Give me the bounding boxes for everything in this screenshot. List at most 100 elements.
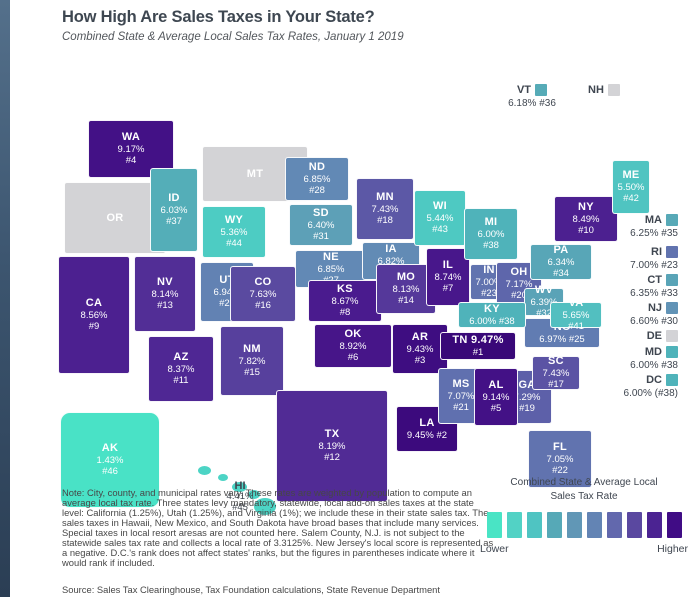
state-NM-abbr: NM [243, 343, 261, 356]
state-MN-value: #18 [377, 215, 393, 227]
state-CO: CO 7.63% #16 [230, 266, 296, 322]
state-UT-value: 6.94% [213, 287, 241, 299]
state-NY-value: #10 [578, 225, 594, 237]
hawaii-island-shape [254, 498, 276, 515]
state-NV: NV 8.14% #13 [134, 256, 196, 332]
legend-ramp-swatch-8 [626, 512, 642, 538]
state-NJ-swatch [666, 302, 678, 314]
state-PA-value: #34 [553, 268, 569, 280]
state-CA-value: 8.56% [80, 310, 108, 322]
state-WI-value: #43 [432, 224, 448, 236]
state-VA-value: 5.65% [562, 310, 590, 322]
hawaii-island-shape [198, 466, 211, 475]
state-GA-abbr: GA [518, 379, 536, 392]
state-ME: ME 5.50% #42 [612, 160, 650, 214]
state-WV-value: 6.39% [530, 297, 558, 309]
state-AZ-abbr: AZ [173, 351, 189, 364]
state-VT-value: 6.18% #36 [508, 98, 556, 109]
state-RI-abbr: RI [651, 246, 662, 258]
state-OR-abbr: OR [106, 211, 124, 224]
legend-ramp-swatch-10 [666, 512, 682, 538]
state-WV-value: #32 [536, 308, 552, 320]
state-AL-value: #5 [490, 403, 502, 415]
window-edge-strip [0, 0, 10, 597]
legend-lower-label: Lower [480, 543, 509, 555]
state-WA: WA 9.17% #4 [88, 120, 174, 178]
state-NV-value: 8.14% [151, 289, 179, 301]
color-legend: Combined State & Average Local Sales Tax… [478, 476, 690, 555]
state-DC-swatch [666, 374, 678, 386]
state-DE-abbr: DE [646, 330, 662, 342]
state-DC-value: 6.00% (#38) [623, 388, 678, 399]
state-MA-entry: MA 6.25% #35 [596, 214, 678, 239]
state-UT-value: #26 [219, 298, 235, 310]
state-NY-value: 8.49% [572, 214, 600, 226]
state-MN-abbr: MN [376, 191, 394, 204]
state-ME-abbr: ME [622, 169, 640, 182]
state-SD: SD 6.40% #31 [289, 204, 353, 246]
state-TN-value: #1 [472, 346, 484, 358]
state-RI-value: 7.00% #23 [630, 260, 678, 271]
state-VT-abbr: VT [516, 84, 532, 96]
state-VT-entry: VT 6.18% #36 [497, 84, 567, 109]
state-PA-value: 6.34% [547, 257, 575, 269]
state-DC-entry: DC 6.00% (#38) [596, 374, 678, 399]
state-MS-value: 7.07% [447, 391, 475, 403]
state-KS-value: 8.67% [331, 296, 359, 308]
state-TN-abbr: TN 9.47% [452, 334, 504, 347]
state-KS-value: #8 [339, 307, 351, 319]
us-choropleth-map: OR MT WA 9.17% #4 ID 6.03% #37 WY 5.36% #44 NV 8.14%… [0, 50, 700, 515]
state-RI-entry: RI 7.00% #23 [596, 246, 678, 271]
state-ND-abbr: ND [308, 161, 326, 174]
state-WI-abbr: WI [432, 200, 448, 213]
state-WA-value: 9.17% [117, 144, 145, 156]
state-PA: PA 6.34% #34 [530, 244, 592, 280]
state-FL-value: #22 [552, 465, 568, 477]
state-OH-value: 7.17% [505, 279, 533, 291]
state-DC-abbr: DC [646, 374, 662, 386]
state-SD-abbr: SD [313, 207, 329, 220]
state-IL-value: #7 [442, 283, 454, 295]
state-NH-abbr: NH [588, 84, 604, 96]
state-MS-value: #21 [453, 402, 469, 414]
state-FL: FL 7.05% #22 [528, 430, 592, 488]
state-OR: OR [64, 182, 166, 254]
state-NV-abbr: NV [157, 276, 173, 289]
hawaii-island-shape [248, 490, 260, 499]
state-NH-entry: NH [577, 84, 631, 96]
state-CT-swatch [666, 274, 678, 286]
legend-ramp-swatch-5 [566, 512, 582, 538]
state-ME-value: 5.50% [617, 182, 645, 194]
state-NJ-abbr: NJ [647, 302, 662, 314]
state-VA: VA 5.65% #41 [550, 297, 602, 332]
state-CO-value: 7.63% [249, 289, 277, 301]
state-NM: NM 7.82% #15 [220, 326, 284, 396]
legend-color-ramp [478, 512, 690, 538]
state-KS: KS 8.67% #8 [308, 280, 382, 322]
state-CT-value: 6.35% #33 [630, 288, 678, 299]
state-DE-entry: DE [596, 330, 678, 342]
legend-ramp-swatch-7 [606, 512, 622, 538]
state-HI-label: HI 4.41% #45 [226, 480, 254, 513]
state-MA-abbr: MA [644, 214, 662, 226]
state-KY: KY 6.00% #38 [458, 302, 526, 328]
legend-title-line1: Combined State & Average Local [510, 477, 658, 488]
legend-ramp-swatch-4 [546, 512, 562, 538]
state-SD-value: 6.40% [307, 220, 335, 232]
state-IL-abbr: IL [442, 259, 454, 272]
state-WY-value: 5.36% [220, 227, 248, 239]
state-WY-abbr: WY [224, 214, 244, 227]
state-ID-abbr: ID [168, 192, 180, 205]
state-SC-value: 7.43% [542, 368, 570, 380]
state-OK-abbr: OK [344, 328, 362, 341]
state-TX-value: #12 [324, 452, 340, 464]
state-VT-swatch [535, 84, 548, 96]
state-AR: AR 9.43% #3 [392, 324, 448, 374]
state-MN: MN 7.43% #18 [356, 178, 414, 240]
state-NJ-value: 6.60% #30 [630, 316, 678, 327]
state-MO-abbr: MO [396, 271, 416, 284]
state-MI: MI 6.00% #38 [464, 208, 518, 260]
state-RI-swatch [666, 246, 678, 258]
legend-higher-label: Higher [657, 543, 688, 555]
state-AL: AL 9.14% #5 [474, 368, 518, 426]
